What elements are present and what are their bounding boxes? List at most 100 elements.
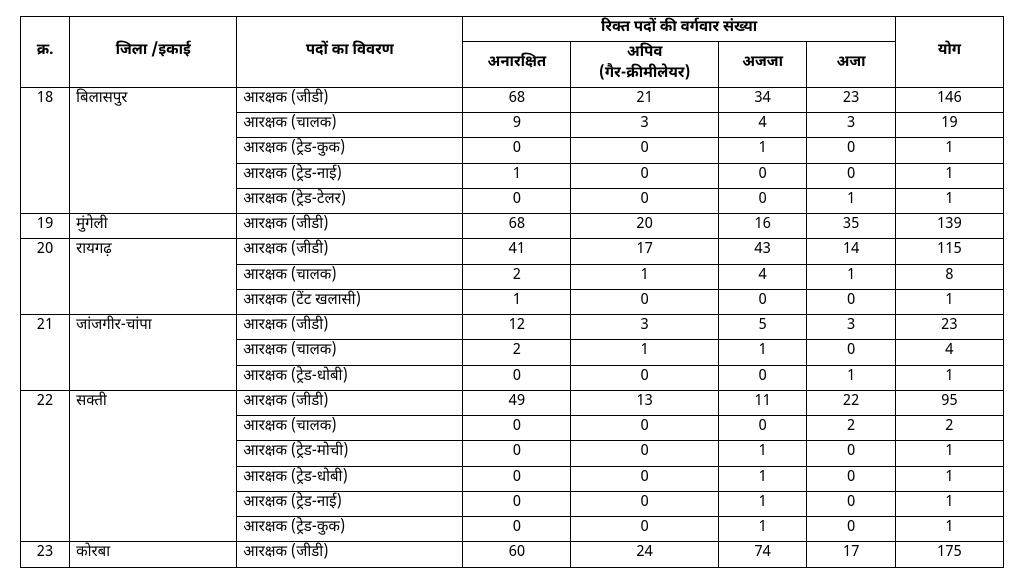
cell-post: आरक्षक (जीडी) <box>237 542 463 567</box>
cell-un: 0 <box>463 365 571 390</box>
cell-post: आरक्षक (जीडी) <box>237 87 463 112</box>
cell-obc: 0 <box>571 163 718 188</box>
hdr-sc: अजा <box>807 42 895 88</box>
cell-st: 0 <box>718 188 806 213</box>
cell-un: 0 <box>463 416 571 441</box>
cell-sc: 0 <box>807 138 895 163</box>
hdr-unreserved: अनारक्षित <box>463 42 571 88</box>
cell-un: 60 <box>463 542 571 567</box>
cell-sno: 20 <box>21 239 70 315</box>
cell-sno: 19 <box>21 214 70 239</box>
cell-obc: 0 <box>571 466 718 491</box>
cell-un: 41 <box>463 239 571 264</box>
cell-sc: 2 <box>807 416 895 441</box>
cell-st: 0 <box>718 365 806 390</box>
hdr-total: योग <box>895 17 1003 88</box>
cell-total: 19 <box>895 113 1003 138</box>
cell-st: 1 <box>718 138 806 163</box>
cell-sno: 22 <box>21 390 70 542</box>
cell-sc: 1 <box>807 365 895 390</box>
cell-post: आरक्षक (चालक) <box>237 264 463 289</box>
cell-total: 8 <box>895 264 1003 289</box>
cell-total: 1 <box>895 289 1003 314</box>
cell-total: 1 <box>895 138 1003 163</box>
cell-post: आरक्षक (चालक) <box>237 113 463 138</box>
cell-sc: 17 <box>807 542 895 567</box>
cell-sno: 21 <box>21 315 70 391</box>
cell-obc: 0 <box>571 289 718 314</box>
cell-district: सक्ती <box>70 390 237 542</box>
cell-post: आरक्षक (ट्रेड-कुक) <box>237 517 463 542</box>
cell-sc: 3 <box>807 113 895 138</box>
cell-sc: 23 <box>807 87 895 112</box>
cell-un: 12 <box>463 315 571 340</box>
cell-st: 0 <box>718 163 806 188</box>
cell-sc: 3 <box>807 315 895 340</box>
cell-un: 0 <box>463 441 571 466</box>
cell-obc: 0 <box>571 517 718 542</box>
cell-un: 0 <box>463 517 571 542</box>
cell-un: 0 <box>463 491 571 516</box>
table-row: 18बिलासपुरआरक्षक (जीडी)68213423146 <box>21 87 1004 112</box>
hdr-sno: क्र. <box>21 17 70 88</box>
cell-total: 146 <box>895 87 1003 112</box>
cell-un: 2 <box>463 264 571 289</box>
cell-sc: 14 <box>807 239 895 264</box>
cell-post: आरक्षक (ट्रेड-कुक) <box>237 138 463 163</box>
cell-st: 43 <box>718 239 806 264</box>
cell-st: 34 <box>718 87 806 112</box>
cell-sc: 0 <box>807 466 895 491</box>
cell-obc: 1 <box>571 264 718 289</box>
cell-st: 16 <box>718 214 806 239</box>
cell-total: 4 <box>895 340 1003 365</box>
table-row: 22सक्तीआरक्षक (जीडी)4913112295 <box>21 390 1004 415</box>
cell-obc: 0 <box>571 441 718 466</box>
cell-district: रायगढ़ <box>70 239 237 315</box>
cell-un: 0 <box>463 466 571 491</box>
cell-total: 139 <box>895 214 1003 239</box>
cell-un: 1 <box>463 289 571 314</box>
cell-obc: 24 <box>571 542 718 567</box>
cell-post: आरक्षक (जीडी) <box>237 239 463 264</box>
cell-obc: 3 <box>571 315 718 340</box>
cell-post: आरक्षक (ट्रेड-मोची) <box>237 441 463 466</box>
hdr-district: जिला /इकाई <box>70 17 237 88</box>
cell-st: 5 <box>718 315 806 340</box>
hdr-st: अजजा <box>718 42 806 88</box>
cell-district: बिलासपुर <box>70 87 237 213</box>
cell-post: आरक्षक (चालक) <box>237 416 463 441</box>
cell-obc: 1 <box>571 340 718 365</box>
cell-sc: 0 <box>807 340 895 365</box>
cell-district: कोरबा <box>70 542 237 567</box>
cell-post: आरक्षक (जीडी) <box>237 315 463 340</box>
cell-total: 1 <box>895 188 1003 213</box>
hdr-obc: अपिव (गैर-क्रीमीलेयर) <box>571 42 718 88</box>
cell-st: 1 <box>718 441 806 466</box>
cell-district: जांजगीर-चांपा <box>70 315 237 391</box>
cell-post: आरक्षक (ट्रेड-नाई) <box>237 163 463 188</box>
table-row: 23कोरबाआरक्षक (जीडी)60247417175 <box>21 542 1004 567</box>
cell-sc: 0 <box>807 517 895 542</box>
cell-sc: 35 <box>807 214 895 239</box>
vacancy-table: क्र. जिला /इकाई पदों का विवरण रिक्त पदों… <box>20 16 1004 568</box>
cell-total: 23 <box>895 315 1003 340</box>
cell-total: 2 <box>895 416 1003 441</box>
cell-st: 0 <box>718 289 806 314</box>
cell-post: आरक्षक (जीडी) <box>237 390 463 415</box>
cell-st: 1 <box>718 491 806 516</box>
cell-total: 1 <box>895 365 1003 390</box>
cell-obc: 0 <box>571 365 718 390</box>
cell-st: 4 <box>718 264 806 289</box>
table-row: 21जांजगीर-चांपाआरक्षक (जीडी)1235323 <box>21 315 1004 340</box>
cell-post: आरक्षक (जीडी) <box>237 214 463 239</box>
cell-st: 1 <box>718 517 806 542</box>
hdr-post: पदों का विवरण <box>237 17 463 88</box>
cell-post: आरक्षक (ट्रेड-धोबी) <box>237 466 463 491</box>
cell-total: 1 <box>895 517 1003 542</box>
cell-obc: 0 <box>571 416 718 441</box>
cell-sc: 0 <box>807 491 895 516</box>
table-row: 19मुंगेलीआरक्षक (जीडी)68201635139 <box>21 214 1004 239</box>
cell-total: 115 <box>895 239 1003 264</box>
cell-st: 11 <box>718 390 806 415</box>
cell-un: 0 <box>463 138 571 163</box>
